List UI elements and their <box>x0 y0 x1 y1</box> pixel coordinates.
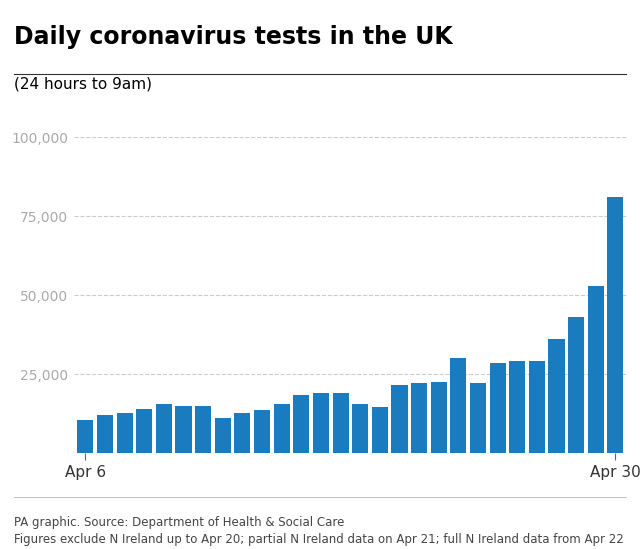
Bar <box>509 361 525 453</box>
Bar <box>254 410 270 453</box>
Bar <box>215 418 231 453</box>
Bar <box>529 361 545 453</box>
Bar <box>392 385 408 453</box>
Bar <box>588 285 604 453</box>
Text: (24 hours to 9am): (24 hours to 9am) <box>14 77 152 92</box>
Bar <box>490 363 506 453</box>
Bar <box>568 317 584 453</box>
Bar <box>451 358 467 453</box>
Bar <box>116 413 132 453</box>
Bar <box>431 382 447 453</box>
Bar <box>333 393 349 453</box>
Bar <box>77 420 93 453</box>
Bar <box>136 408 152 453</box>
Bar <box>156 404 172 453</box>
Bar <box>470 383 486 453</box>
Text: Daily coronavirus tests in the UK: Daily coronavirus tests in the UK <box>14 25 453 49</box>
Bar <box>411 383 427 453</box>
Bar <box>352 404 368 453</box>
Bar <box>195 406 211 453</box>
Text: PA graphic. Source: Department of Health & Social Care
Figures exclude N Ireland: PA graphic. Source: Department of Health… <box>14 516 624 546</box>
Bar <box>313 393 329 453</box>
Bar <box>234 413 250 453</box>
Bar <box>293 395 309 453</box>
Bar <box>175 406 191 453</box>
Bar <box>607 197 623 453</box>
Bar <box>372 407 388 453</box>
Bar <box>548 339 564 453</box>
Bar <box>97 415 113 453</box>
Bar <box>274 404 290 453</box>
